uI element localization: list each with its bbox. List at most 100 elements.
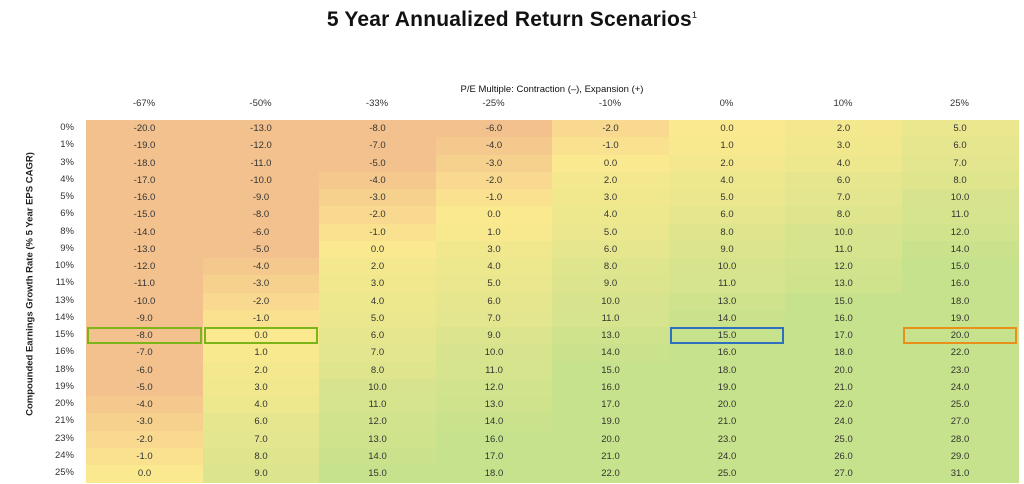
heatmap-cell: -2.0 [86, 430, 203, 449]
heatmap-cell: -3.0 [319, 189, 436, 207]
row-header: 4% [60, 173, 74, 185]
column-header: -10% [598, 98, 622, 109]
heatmap-cell: 4.0 [785, 154, 902, 173]
heatmap-cell: 3.0 [552, 189, 669, 207]
highlight-box [669, 327, 784, 344]
heatmap-cell: 14.0 [319, 447, 436, 466]
heatmap-cell: -2.0 [202, 292, 320, 311]
column-header: -33% [365, 98, 389, 109]
heatmap-cell: 15.0 [552, 361, 669, 380]
heatmap-cell: 4.0 [319, 292, 436, 311]
row-header: 16% [54, 346, 74, 358]
heatmap-cell: 19.0 [901, 309, 1019, 328]
heatmap-cell: 13.0 [435, 396, 553, 414]
heatmap-cell: -10.0 [202, 171, 320, 190]
heatmap-cell: 13.0 [785, 275, 902, 293]
heatmap-cell: 8.0 [552, 258, 669, 276]
row-header: 8% [60, 225, 74, 237]
heatmap-cell: 6.0 [785, 171, 902, 190]
heatmap-cell: 10.0 [901, 189, 1019, 207]
heatmap-cell: -8.0 [86, 327, 203, 345]
heatmap-cell: 24.0 [668, 447, 786, 466]
heatmap-cell: 3.0 [202, 378, 320, 397]
heatmap-cell: 3.0 [435, 240, 553, 259]
heatmap-cell: 6.0 [319, 327, 436, 345]
heatmap-cell: -3.0 [202, 275, 320, 293]
heatmap-cell: -8.0 [202, 206, 320, 224]
heatmap-cell: 12.0 [785, 258, 902, 276]
heatmap-cell: 8.0 [901, 171, 1019, 190]
heatmap-cell: 10.0 [319, 378, 436, 397]
heatmap-cell: -5.0 [202, 240, 320, 259]
heatmap-cell: 15.0 [785, 292, 902, 311]
title-footnote: 1 [691, 10, 698, 20]
heatmap-cell: 26.0 [785, 447, 902, 466]
heatmap-cell: 27.0 [785, 465, 902, 483]
heatmap-cell: -11.0 [86, 275, 203, 293]
highlight-box [87, 327, 202, 344]
chart-title: 5 Year Annualized Return Scenarios1 [326, 8, 698, 31]
heatmap-cell: 14.0 [668, 309, 786, 328]
heatmap-cell: 16.0 [668, 344, 786, 362]
heatmap-cell: -12.0 [86, 258, 203, 276]
heatmap-cell: 0.0 [319, 240, 436, 259]
x-axis-title: P/E Multiple: Contraction (–), Expansion… [460, 84, 644, 95]
heatmap-cell: 2.0 [319, 258, 436, 276]
heatmap-cell: -18.0 [86, 154, 203, 173]
row-header: 13% [54, 294, 74, 306]
heatmap-cell: 5.0 [668, 189, 786, 207]
row-header: 15% [54, 329, 74, 340]
heatmap-cell: 6.0 [202, 413, 320, 431]
row-header: 21% [54, 415, 74, 427]
heatmap-cell: 11.0 [319, 396, 436, 414]
heatmap-cell: -16.0 [86, 189, 203, 207]
heatmap-cell: -3.0 [86, 413, 203, 431]
heatmap-cell: 23.0 [901, 361, 1019, 380]
heatmap-cell: 7.0 [202, 430, 320, 449]
row-header: 0% [60, 122, 74, 133]
heatmap-cell: 15.0 [319, 465, 436, 483]
heatmap-cell: 15.0 [668, 327, 786, 345]
heatmap-cell: 2.0 [668, 154, 786, 173]
heatmap-cell: 4.0 [435, 258, 553, 276]
heatmap-cell: 10.0 [668, 258, 786, 276]
column-header: -50% [249, 98, 272, 109]
heatmap-cell: 22.0 [552, 465, 669, 483]
heatmap-cell: 18.0 [435, 465, 553, 483]
heatmap-cell: -12.0 [202, 137, 320, 155]
heatmap-cell: 10.0 [785, 223, 902, 242]
heatmap-cell: 3.0 [785, 137, 902, 155]
heatmap-cell: 3.0 [319, 275, 436, 293]
heatmap-cell: 9.0 [668, 240, 786, 259]
heatmap-cell: -4.0 [319, 171, 436, 190]
heatmap-cell: 6.0 [435, 292, 553, 311]
heatmap-cell: -1.0 [552, 137, 669, 155]
heatmap-cell: 4.0 [552, 206, 669, 224]
column-header: 0% [719, 98, 734, 109]
heatmap-cell: 8.0 [202, 447, 320, 466]
row-header: 25% [54, 467, 74, 478]
heatmap-cell: 24.0 [901, 378, 1019, 397]
heatmap-cell: 16.0 [785, 309, 902, 328]
heatmap-cell: 18.0 [668, 361, 786, 380]
heatmap-cell: 21.0 [785, 378, 902, 397]
heatmap-cell: 25.0 [668, 465, 786, 483]
heatmap-cell: 15.0 [901, 258, 1019, 276]
row-header: 9% [60, 242, 74, 254]
heatmap-cell: -1.0 [86, 447, 203, 466]
heatmap-cell: 16.0 [901, 275, 1019, 293]
heatmap-cell: 5.0 [552, 223, 669, 242]
heatmap-cell: -6.0 [86, 361, 203, 380]
row-header: 5% [60, 191, 74, 202]
heatmap-cell: 18.0 [901, 292, 1019, 311]
heatmap-cell: 6.0 [668, 206, 786, 224]
heatmap-cell: 2.0 [785, 120, 902, 138]
heatmap-cell: 1.0 [202, 344, 320, 362]
heatmap-cell: 2.0 [202, 361, 320, 380]
column-header: 25% [949, 98, 969, 109]
heatmap-cell: 11.0 [552, 309, 669, 328]
heatmap-cell: -20.0 [86, 120, 203, 138]
heatmap-cell: -7.0 [86, 344, 203, 362]
heatmap-cell: 2.0 [552, 171, 669, 190]
row-header: 6% [60, 208, 74, 220]
